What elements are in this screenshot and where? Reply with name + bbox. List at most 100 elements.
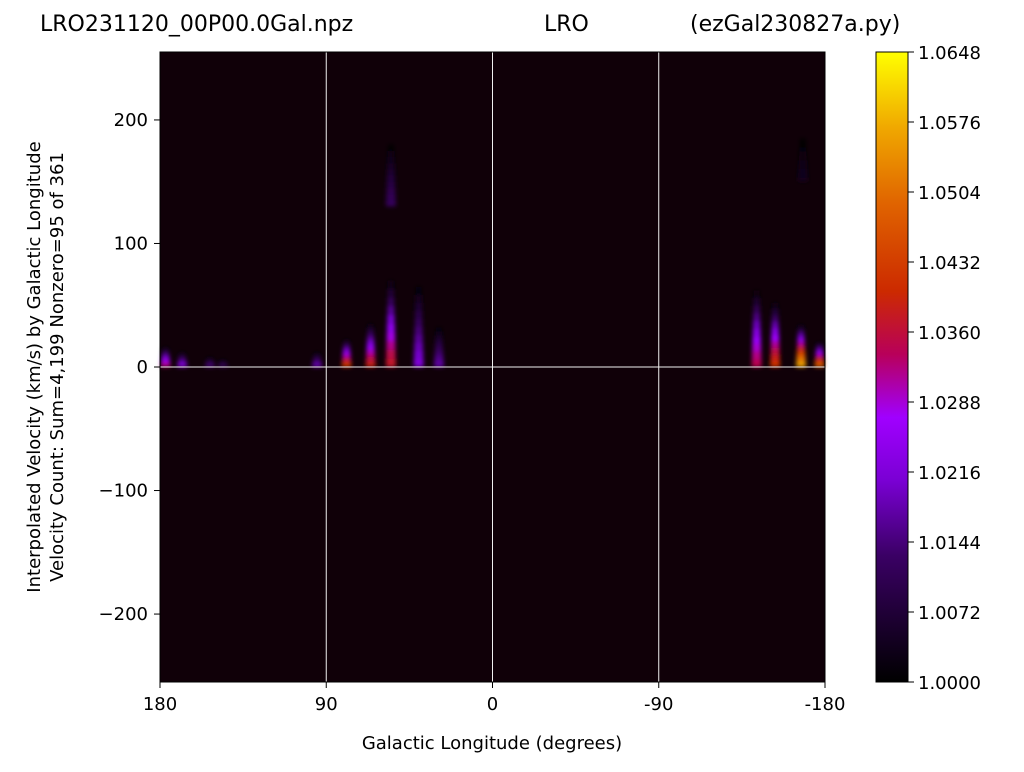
heat-cell <box>415 294 422 303</box>
heat-cell <box>179 352 186 354</box>
heat-cell <box>218 363 227 365</box>
heat-cell <box>387 306 395 316</box>
heat-layer <box>160 138 825 368</box>
colorbar <box>875 51 909 683</box>
heat-cell <box>179 353 186 356</box>
heat-cell <box>434 363 444 367</box>
heat-cell <box>771 315 779 323</box>
heat-cell <box>815 352 824 355</box>
heat-cell <box>436 327 442 332</box>
heat-cell <box>814 362 825 365</box>
heat-cell <box>312 361 322 363</box>
heat-cell <box>365 362 376 367</box>
heat-cell <box>798 160 807 165</box>
heat-cell <box>434 351 444 356</box>
heat-cell <box>751 351 762 360</box>
title-observatory: LRO <box>544 12 589 37</box>
chart-title-bar: LRO231120_00P00.0Gal.npz LRO (ezGal23082… <box>40 12 980 46</box>
heat-cell <box>770 341 780 348</box>
heat-cell <box>798 164 808 169</box>
heat-cell <box>388 280 394 290</box>
heat-cell <box>816 344 823 348</box>
colorbar-axis: 1.0648 1.0576 1.0504 1.0432 1.0360 1.0288 1.02… <box>908 43 981 694</box>
heat-cell <box>161 355 170 358</box>
heat-cell <box>219 362 227 364</box>
heat-cell <box>770 360 781 367</box>
heat-cell <box>367 332 374 337</box>
heat-cell <box>752 336 761 345</box>
heat-cell <box>799 147 807 152</box>
heat-cell <box>313 355 321 357</box>
heat-cell <box>797 329 805 334</box>
heat-cell <box>798 325 804 330</box>
heat-cell <box>205 365 215 367</box>
heat-cell <box>160 363 171 366</box>
colorbar-tick-label: 1.0000 <box>918 673 981 694</box>
heat-cell <box>797 337 805 342</box>
heat-cell <box>341 364 352 367</box>
colorbar-tick-label: 1.0504 <box>918 183 981 204</box>
heat-cell <box>434 359 444 364</box>
heat-cell <box>218 364 228 365</box>
heat-cell <box>386 332 396 342</box>
heat-cell <box>219 361 227 362</box>
heat-cell <box>178 355 186 357</box>
heat-cell <box>815 349 823 353</box>
colorbar-tick-label: 1.0216 <box>918 463 981 484</box>
heat-cell <box>367 328 374 333</box>
heat-cell <box>386 187 396 195</box>
heat-cell <box>797 177 808 182</box>
heat-cell <box>177 362 187 365</box>
heat-cell <box>160 365 171 367</box>
heat-cell <box>752 328 761 337</box>
heat-cell <box>341 361 352 365</box>
heat-cell <box>752 321 761 329</box>
heat-cell <box>796 350 806 355</box>
heat-cell <box>162 347 169 350</box>
heat-cell <box>387 297 395 307</box>
heat-cell <box>206 360 214 362</box>
heat-cell <box>815 354 824 358</box>
heat-cell <box>387 289 394 298</box>
heat-cell <box>752 344 762 352</box>
heat-cell <box>415 302 422 311</box>
heat-cell <box>799 155 807 161</box>
heat-cell <box>312 362 322 365</box>
heat-cell <box>771 328 779 335</box>
heat-cell <box>206 359 214 361</box>
heat-cell <box>386 349 396 359</box>
heat-cell <box>205 363 215 365</box>
x-axis-label: Galactic Longitude (degrees) <box>362 733 622 754</box>
heat-cell <box>413 350 424 359</box>
colorbar-tick-label: 1.0432 <box>918 253 981 274</box>
heat-cell <box>177 364 187 366</box>
heat-cell <box>219 361 227 363</box>
heat-cell <box>387 169 395 176</box>
heat-cell <box>797 333 805 338</box>
heat-cell <box>415 286 422 295</box>
heat-cell <box>205 364 215 366</box>
heat-cell <box>206 358 213 360</box>
heat-cell <box>435 335 443 340</box>
heat-cell <box>386 358 396 367</box>
y-tick-label: 200 <box>114 110 148 131</box>
heat-cell <box>387 163 395 170</box>
heat-cell <box>798 173 808 178</box>
heat-cell <box>413 358 424 367</box>
heat-cell <box>815 359 824 363</box>
title-filename: LRO231120_00P00.0Gal.npz <box>40 12 354 37</box>
heat-cell <box>387 315 395 324</box>
heat-cell <box>218 365 228 367</box>
heat-cell <box>367 323 374 329</box>
heat-cell <box>796 362 806 367</box>
heat-cell <box>796 358 806 363</box>
heat-cell <box>796 354 806 359</box>
y-tick-label: 0 <box>137 357 148 378</box>
heat-cell <box>366 341 375 346</box>
heat-cell <box>798 168 808 174</box>
heat-cell <box>435 331 443 336</box>
heat-cell <box>366 349 375 355</box>
heat-cell <box>797 341 805 346</box>
heat-cell <box>343 347 351 351</box>
heat-cell <box>753 298 760 306</box>
